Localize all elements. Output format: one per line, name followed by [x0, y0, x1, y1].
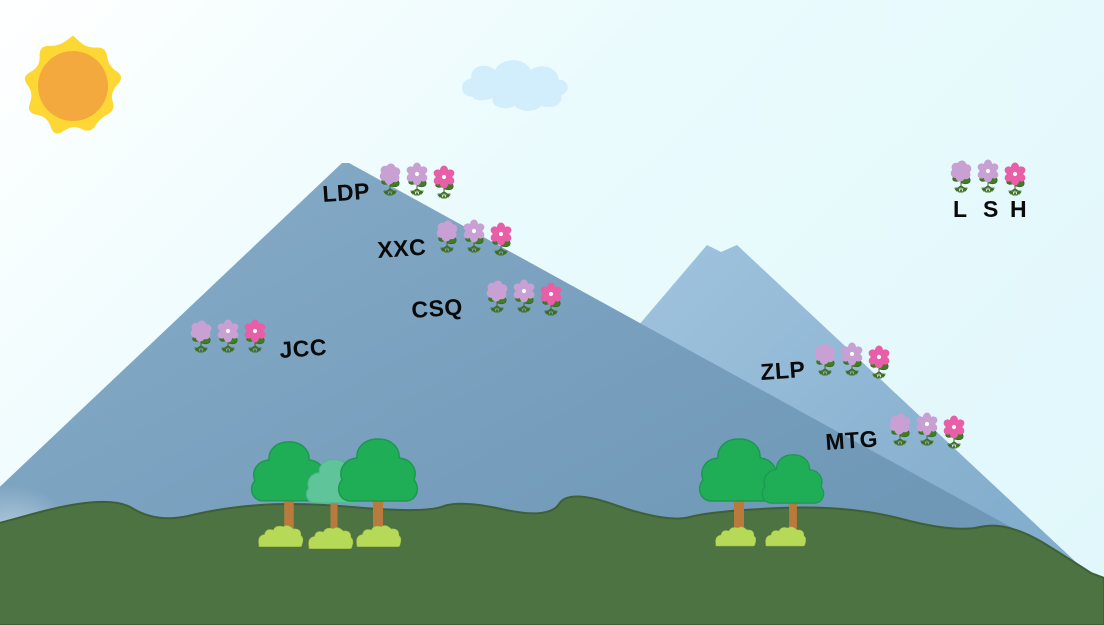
- svg-text:XXC: XXC: [377, 234, 427, 263]
- svg-text:MTG: MTG: [825, 425, 879, 455]
- svg-text:JCC: JCC: [279, 334, 328, 363]
- svg-text:ZLP: ZLP: [760, 356, 807, 385]
- svg-text:L: L: [953, 196, 968, 222]
- svg-text:H: H: [1010, 196, 1027, 222]
- svg-text:CSQ: CSQ: [411, 293, 464, 323]
- svg-text:LDP: LDP: [322, 178, 371, 207]
- svg-text:S: S: [983, 196, 999, 222]
